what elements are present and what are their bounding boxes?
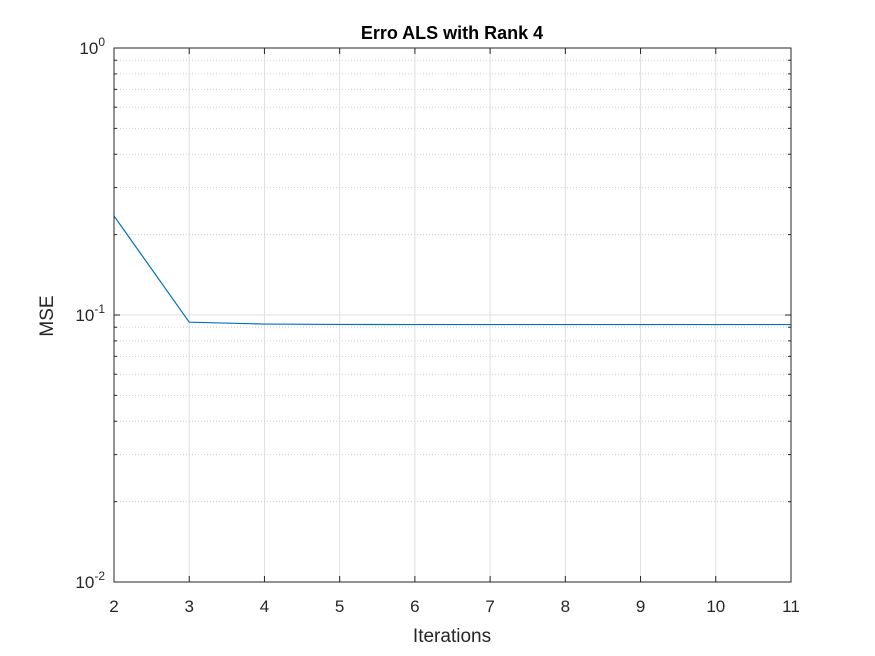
data-point (564, 323, 566, 326)
x-tick-label: 9 (636, 597, 645, 616)
data-point (339, 323, 341, 326)
data-point (639, 323, 642, 326)
y-axis-label: MSE (37, 295, 58, 336)
x-tick-label: 3 (184, 597, 193, 616)
data-point (414, 323, 416, 326)
data-point (715, 323, 717, 326)
x-tick-label: 10 (706, 597, 725, 616)
y-tick-label: 10-1 (75, 302, 105, 325)
x-tick-label: 11 (782, 597, 800, 616)
x-tick-label: 5 (335, 597, 344, 616)
chart-title: Erro ALS with Rank 4 (361, 23, 543, 43)
grid (114, 48, 791, 582)
y-tick-label: 100 (79, 35, 105, 58)
data-point (263, 323, 266, 325)
x-tick-label: 2 (109, 597, 118, 616)
x-tick-label: 7 (485, 597, 494, 616)
x-axis-label: Iterations (413, 626, 491, 647)
x-tick-labels: 2 3 4 5 6 7 8 9 10 11 (109, 597, 800, 616)
tick-marks (113, 47, 792, 583)
x-tick-label: 6 (410, 597, 419, 616)
y-tick-labels: 10-2 10-1 100 (75, 35, 105, 592)
x-tick-label: 8 (561, 597, 570, 616)
data-point (489, 323, 491, 326)
y-tick-label: 10-2 (75, 569, 105, 592)
series-line (113, 215, 791, 326)
x-tick-label: 4 (260, 597, 269, 616)
data-point (188, 321, 190, 323)
